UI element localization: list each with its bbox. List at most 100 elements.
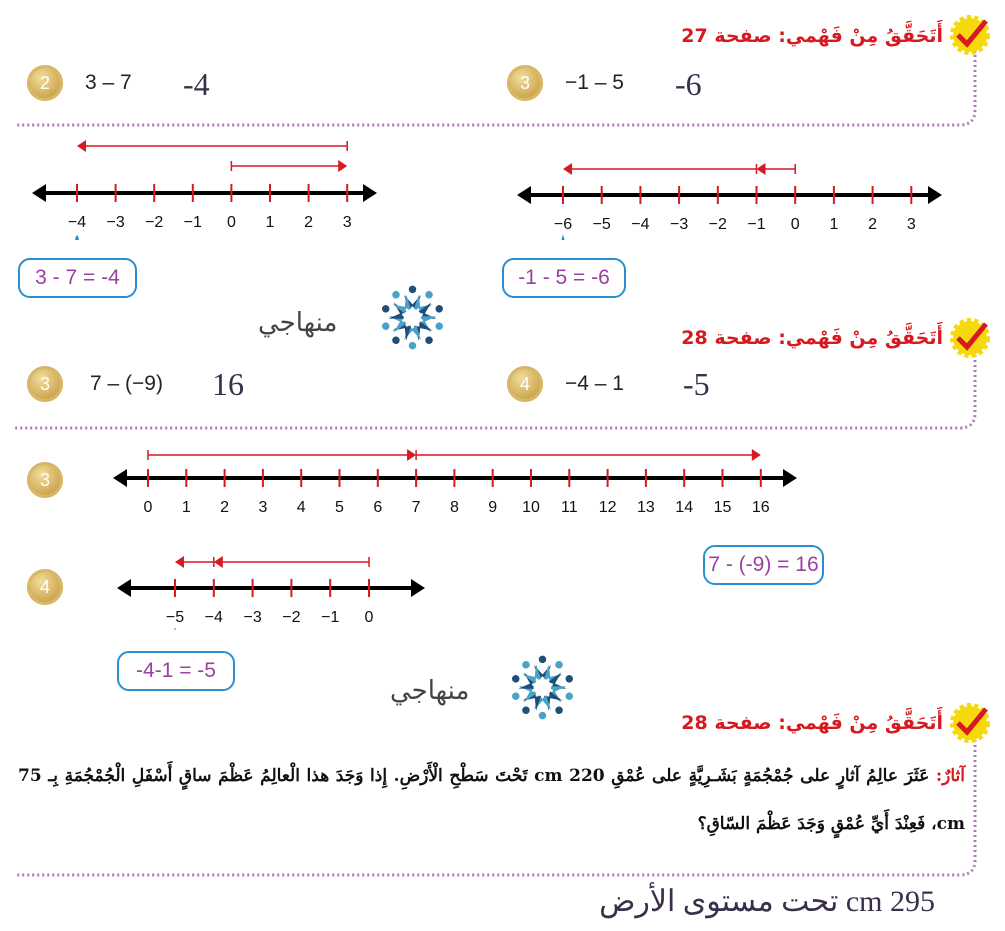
logo-head — [538, 655, 547, 664]
jump-arrowhead-icon — [563, 163, 572, 175]
check-badge-icon — [950, 703, 990, 743]
tick-label: 3 — [907, 216, 916, 233]
manahej-logo-icon — [382, 285, 443, 350]
logo-head — [512, 675, 520, 683]
word-problem-lead: آثارٌ: — [935, 766, 966, 786]
jump-arrowhead-icon — [338, 160, 348, 172]
logo-figure — [512, 672, 537, 689]
axis-arrow-left-icon — [113, 469, 127, 487]
check-badge-icon — [950, 15, 990, 55]
logo-figure — [392, 321, 412, 345]
callout-equation: 3 - 7 = -4 — [18, 258, 137, 298]
logo-figure — [512, 686, 537, 703]
tick-label: 0 — [144, 499, 153, 516]
exercise-number-badge: 2 — [27, 65, 63, 101]
logo-body — [518, 672, 537, 689]
tick-label: −4 — [205, 609, 223, 626]
logo-head — [555, 660, 563, 669]
logo-head — [522, 706, 530, 715]
logo-body — [543, 664, 563, 684]
tick-label: 2 — [220, 499, 229, 516]
logo-body — [392, 294, 412, 314]
tick-label: 12 — [599, 499, 617, 516]
logo-body — [418, 316, 437, 333]
exercise-number-badge: 3 — [27, 366, 63, 402]
logo-body — [522, 664, 542, 684]
logo-figure — [418, 316, 443, 333]
logo-body — [388, 316, 407, 333]
jump-arrowhead-icon — [407, 449, 417, 461]
logo-head — [435, 305, 443, 313]
logo-head — [555, 706, 563, 715]
tick-label: 3 — [258, 499, 267, 516]
jump-arrowhead-icon — [175, 556, 184, 568]
logo-body — [418, 302, 437, 319]
tick-label: 2 — [304, 214, 313, 231]
tick-label: 11 — [561, 499, 578, 516]
check-badge-icon — [950, 318, 990, 358]
axis-arrow-right-icon — [363, 184, 377, 202]
tick-label: −4 — [631, 216, 649, 233]
tick-label: 4 — [297, 499, 306, 516]
jump-arrowhead-icon — [213, 556, 223, 568]
logo-head — [522, 660, 530, 669]
tick-label: 1 — [182, 499, 191, 516]
exercise-number-badge: 3 — [507, 65, 543, 101]
tick-label: 15 — [714, 499, 732, 516]
tick-label: −3 — [670, 216, 688, 233]
exercise-answer: 16 — [212, 366, 244, 402]
word-problem-text: عَثَرَ عالِمُ آثارٍ على جُمْجُمَةٍ بَشَـ… — [18, 766, 965, 834]
logo-body — [413, 294, 433, 314]
exercise-expression: −1 – 5 — [565, 71, 624, 94]
logo-head — [425, 290, 433, 299]
logo-figure — [548, 686, 573, 703]
tick-label: 14 — [675, 499, 693, 516]
logo-body — [548, 686, 567, 703]
tick-label: 1 — [266, 214, 275, 231]
logo-head — [512, 692, 520, 700]
tick-label: 13 — [637, 499, 655, 516]
tick-label: 3 — [343, 214, 352, 231]
tick-label: 0 — [791, 216, 800, 233]
logo-head — [565, 675, 573, 683]
axis-arrow-right-icon — [783, 469, 797, 487]
tick-label: 8 — [450, 499, 459, 516]
logo-head — [435, 322, 443, 330]
axis-arrow-right-icon — [928, 186, 942, 204]
tick-label: −4 — [68, 214, 86, 231]
logo-figure — [522, 660, 542, 684]
logo-head — [425, 336, 433, 345]
logo-head — [565, 692, 573, 700]
axis-arrow-left-icon — [517, 186, 531, 204]
logo-head — [392, 336, 400, 345]
tick-label: −5 — [166, 609, 184, 626]
logo-head — [408, 341, 417, 350]
exercise-answer: -4 — [183, 66, 210, 102]
axis-arrow-right-icon — [411, 579, 425, 597]
exercise-number-badge: 4 — [27, 569, 63, 605]
tick-label: −6 — [554, 216, 572, 233]
logo-head — [382, 305, 390, 313]
tick-label: 2 — [868, 216, 877, 233]
logo-text: منهاجي — [390, 676, 470, 706]
exercise-expression: 7 – (−9) — [90, 372, 163, 395]
tick-label: 5 — [335, 499, 344, 516]
exercise-expression: 3 – 7 — [85, 71, 132, 94]
tick-label: −1 — [184, 214, 202, 231]
callout-pointer — [74, 235, 80, 240]
tick-label: −2 — [282, 609, 300, 626]
tick-label: −1 — [747, 216, 765, 233]
section-title: أَتَحَقَّقُ مِنْ فَهْمي: صفحة 27 — [681, 25, 943, 47]
logo-body — [388, 302, 407, 319]
manahej-logo-icon — [512, 655, 573, 720]
exercise-expression: −4 – 1 — [565, 372, 624, 395]
tick-label: 1 — [829, 216, 838, 233]
logo-figure — [382, 316, 407, 333]
callout-equation: 7 - (-9) = 16 — [703, 545, 824, 585]
tick-label: 10 — [522, 499, 540, 516]
number-line-4: −5 −4 −3 −2 −1 0 — [117, 556, 425, 630]
logo-body — [548, 672, 567, 689]
number-line-2: −6 −5 −4 −3 −2 −1 0 1 2 3 — [517, 163, 942, 240]
logo-body — [518, 686, 537, 703]
